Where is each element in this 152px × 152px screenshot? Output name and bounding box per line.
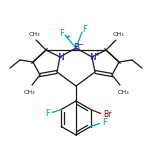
Text: CH₃: CH₃ xyxy=(112,31,124,36)
Text: CH₃: CH₃ xyxy=(117,90,129,95)
Text: N: N xyxy=(57,52,63,62)
Text: F: F xyxy=(83,26,87,35)
Text: N: N xyxy=(89,52,95,62)
Text: Br: Br xyxy=(104,110,112,119)
Text: F: F xyxy=(60,29,64,38)
Text: +: + xyxy=(94,51,100,57)
Text: B: B xyxy=(73,43,79,52)
Text: F: F xyxy=(45,109,50,118)
Text: −: − xyxy=(77,42,83,48)
Text: F: F xyxy=(102,118,107,127)
Text: CH₃: CH₃ xyxy=(28,31,40,36)
Text: CH₃: CH₃ xyxy=(23,90,35,95)
